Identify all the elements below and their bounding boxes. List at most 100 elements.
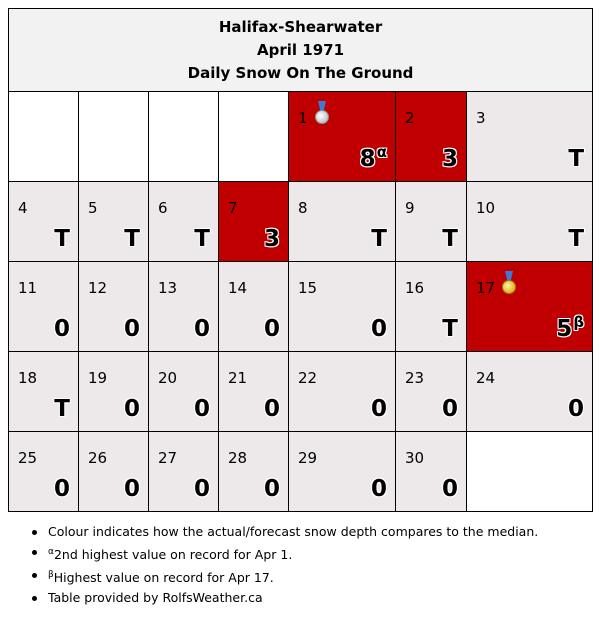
day-cell: 1 8α [288, 91, 396, 182]
day-number: 13 [158, 279, 178, 297]
snow-depth-number: T [124, 226, 140, 252]
day-cell: 25 0 [8, 431, 79, 512]
snow-depth-number: 0 [370, 476, 387, 502]
day-number: 17 [476, 279, 496, 297]
silver-medal-icon [313, 101, 331, 125]
calendar-week-row: 25 0 26 0 27 0 28 0 29 0 30 0 [8, 431, 594, 512]
snow-depth-value: 0 [371, 477, 387, 501]
period-title: April 1971 [257, 41, 345, 59]
station-title: Halifax-Shearwater [218, 18, 383, 36]
day-number: 22 [298, 369, 318, 387]
snow-depth-value: 0 [264, 477, 280, 501]
snow-depth-value: 0 [371, 397, 387, 421]
day-number: 10 [476, 199, 496, 217]
snow-depth-number: 0 [53, 476, 70, 502]
empty-day-cell [148, 91, 219, 182]
snow-depth-number: 3 [441, 146, 458, 172]
snow-depth-number: 0 [193, 316, 210, 342]
calendar-header: Halifax-Shearwater April 1971 Daily Snow… [7, 8, 594, 92]
snow-depth-number: 0 [568, 396, 585, 422]
day-cell: 27 0 [148, 431, 219, 512]
day-cell: 12 0 [78, 261, 149, 352]
footnote-text: Table provided by RolfsWeather.ca [48, 590, 263, 605]
snow-depth-number: T [194, 226, 210, 252]
snow-depth-number: T [371, 226, 387, 252]
calendar-week-row: 18 T 19 0 20 0 21 0 22 0 23 0 24 0 [8, 351, 594, 432]
footnotes-list: Colour indicates how the actual/forecast… [8, 522, 592, 608]
snow-depth-number: 0 [441, 476, 458, 502]
day-cell: 28 0 [218, 431, 289, 512]
day-number: 9 [405, 199, 415, 217]
snow-depth-number: 8 [359, 146, 376, 172]
footnote-marker: β [48, 570, 54, 580]
empty-day-cell [8, 91, 79, 182]
snow-depth-value: T [124, 227, 140, 251]
snow-depth-value: 0 [264, 397, 280, 421]
footnote-marker: α [48, 547, 54, 557]
snow-depth-value: 0 [442, 477, 458, 501]
snow-depth-value: T [442, 227, 458, 251]
day-cell: 22 0 [288, 351, 396, 432]
day-number: 3 [476, 109, 486, 127]
calendar-week-row: 4 T 5 T 6 T 7 3 8 T 9 T 10 T [8, 181, 594, 262]
day-cell: 23 0 [395, 351, 467, 432]
day-number: 28 [228, 449, 248, 467]
day-number: 5 [88, 199, 98, 217]
day-number: 14 [228, 279, 248, 297]
snow-depth-value: T [54, 227, 70, 251]
calendar-week-row: 1 8α 2 3 3 T [8, 91, 594, 182]
snow-depth-value: 0 [371, 317, 387, 341]
snow-depth-value: 0 [124, 397, 140, 421]
footnote-item: βHighest value on record for Apr 17. [32, 565, 592, 588]
day-number: 2 [405, 109, 415, 127]
snow-depth-value: T [568, 147, 584, 171]
footnote-item: Colour indicates how the actual/forecast… [32, 522, 592, 542]
snow-depth-value: 8α [360, 140, 387, 171]
day-number: 12 [88, 279, 108, 297]
snow-depth-number: T [568, 226, 585, 252]
snow-depth-number: 0 [53, 316, 70, 342]
snow-depth-number: 0 [263, 476, 280, 502]
day-cell: 16 T [395, 261, 467, 352]
snow-depth-value: T [442, 317, 458, 341]
snow-depth-number: 0 [123, 316, 140, 342]
snow-depth-number: 0 [370, 316, 387, 342]
snow-depth-value: 0 [194, 397, 210, 421]
snow-depth-number: T [442, 316, 458, 342]
snow-calendar-table: Halifax-Shearwater April 1971 Daily Snow… [7, 8, 594, 512]
day-number: 24 [476, 369, 496, 387]
day-number: 16 [405, 279, 425, 297]
day-number: 11 [18, 279, 38, 297]
day-number: 27 [158, 449, 178, 467]
snow-depth-value: 0 [124, 477, 140, 501]
snow-depth-value: 0 [54, 477, 70, 501]
snow-depth-value: T [194, 227, 210, 251]
day-cell: 14 0 [218, 261, 289, 352]
snow-depth-value: T [568, 227, 584, 251]
metric-title: Daily Snow On The Ground [187, 64, 414, 82]
snow-depth-number: T [568, 146, 585, 172]
day-number: 19 [88, 369, 108, 387]
snow-depth-value: 0 [194, 477, 210, 501]
day-cell: 17 5β [465, 261, 594, 352]
day-cell: 26 0 [78, 431, 149, 512]
snow-depth-value: 3 [264, 227, 280, 251]
day-cell: 29 0 [288, 431, 396, 512]
snow-depth-number: 0 [441, 396, 458, 422]
day-number: 6 [158, 199, 168, 217]
snow-depth-number: 0 [193, 396, 210, 422]
day-cell: 20 0 [148, 351, 219, 432]
snow-depth-number: 0 [123, 396, 140, 422]
day-cell: 24 0 [465, 351, 594, 432]
day-number: 29 [298, 449, 318, 467]
record-footnote-marker: α [376, 143, 387, 161]
snow-depth-value: 0 [442, 397, 458, 421]
snow-depth-value: 0 [568, 397, 584, 421]
